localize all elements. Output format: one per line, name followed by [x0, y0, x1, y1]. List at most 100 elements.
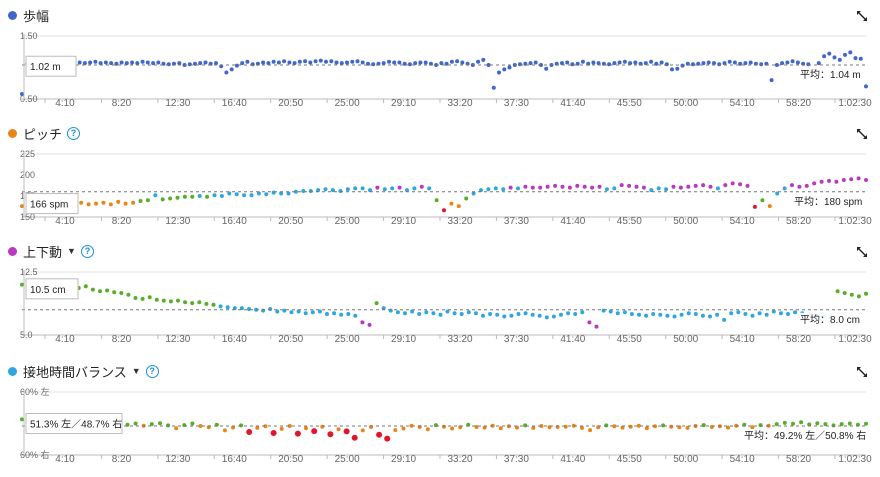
hover-value-label: 10.5 cm	[30, 285, 66, 296]
data-point	[410, 309, 415, 314]
vertical-oscillation-title-row: 上下動 ▼ ?	[8, 242, 94, 260]
data-point	[812, 181, 817, 186]
data-point	[355, 59, 360, 64]
data-point	[785, 60, 790, 65]
data-point	[176, 298, 180, 303]
expand-icon[interactable]	[856, 246, 868, 258]
data-point	[508, 185, 513, 190]
data-point	[98, 61, 103, 66]
expand-icon[interactable]	[856, 128, 868, 140]
data-point	[345, 60, 349, 65]
data-point	[116, 199, 121, 204]
data-point	[286, 191, 291, 196]
cadence-chart[interactable]: 2252001751504:108:2012:3016:4020:5025:00…	[0, 124, 880, 224]
data-point	[588, 428, 593, 433]
data-point	[533, 60, 538, 65]
hover-value-box[interactable]	[25, 55, 77, 77]
metric-dropdown-caret-icon[interactable]: ▼	[131, 366, 141, 376]
data-point	[382, 187, 387, 192]
data-point	[659, 60, 664, 65]
data-point	[275, 309, 280, 314]
cadence-panel: ピッチ ? 2252001751504:108:2012:3016:4020:5…	[0, 124, 880, 224]
expand-icon[interactable]	[856, 10, 868, 22]
data-point	[138, 199, 143, 203]
data-point	[834, 179, 839, 184]
data-point	[493, 186, 498, 191]
x-tick-label: 41:40	[560, 454, 585, 462]
data-point	[628, 424, 633, 429]
cadence-title-row: ピッチ ?	[8, 124, 81, 142]
x-tick-label: 37:30	[504, 216, 529, 224]
data-point	[168, 196, 173, 201]
data-point	[807, 422, 812, 427]
data-point	[530, 185, 535, 190]
cadence-help-icon[interactable]: ?	[67, 126, 81, 140]
data-point	[455, 59, 460, 64]
data-point	[147, 295, 152, 300]
average-label: 平均：1.04 m	[800, 69, 861, 81]
data-point	[20, 92, 24, 96]
data-point	[187, 62, 192, 67]
hover-value-box[interactable]	[25, 413, 123, 434]
data-point	[551, 314, 556, 319]
expand-icon[interactable]	[856, 366, 868, 378]
data-point	[318, 58, 323, 63]
data-point	[633, 60, 638, 65]
data-point	[271, 59, 276, 64]
data-point	[601, 308, 606, 313]
data-point	[371, 62, 376, 67]
gct-balance-chart[interactable]: 60% 左 60% 右 4:10 8:20 12:30 16:40 20:50 25:00 29…	[0, 362, 880, 462]
data-point	[153, 193, 158, 198]
data-point	[409, 423, 414, 428]
metric-dropdown-caret-icon[interactable]: ▼	[67, 246, 76, 256]
data-point	[227, 191, 232, 196]
data-point	[261, 308, 266, 313]
data-point	[782, 420, 787, 425]
data-point	[387, 59, 391, 64]
data-point	[580, 310, 585, 315]
data-point	[249, 193, 254, 198]
data-point	[685, 425, 690, 430]
data-point	[474, 425, 479, 429]
data-point	[693, 183, 698, 188]
data-point	[296, 309, 301, 314]
data-point	[502, 314, 507, 319]
data-point	[760, 198, 765, 203]
data-point	[438, 312, 443, 317]
hover-value-box[interactable]	[25, 193, 79, 215]
x-tick-label: 20:50	[278, 334, 303, 342]
x-tick-label: 8:20	[112, 334, 132, 342]
data-point	[294, 430, 301, 437]
hover-value-box[interactable]	[25, 278, 79, 300]
data-point	[509, 313, 514, 318]
vertical-oscillation-chart[interactable]: 12.5 5.0 4:10 8:20 12:30 16:40 20:50 25:00 29:10…	[0, 242, 880, 342]
data-point	[715, 186, 720, 191]
data-point	[151, 61, 156, 66]
data-point	[338, 189, 343, 193]
x-tick-label: 25:00	[335, 334, 360, 342]
data-point	[627, 183, 632, 188]
data-point	[175, 195, 180, 200]
data-point	[473, 311, 478, 316]
data-point	[567, 185, 572, 190]
data-point	[730, 181, 735, 186]
data-point	[86, 202, 91, 207]
data-point	[842, 291, 847, 295]
data-point	[823, 422, 828, 427]
stride-length-chart[interactable]: 1.50 0.50 4:10 8:20 12:30 16:40 20:50 25:00 29:1…	[0, 6, 880, 106]
data-point	[384, 435, 391, 442]
y-tick-label: 225	[20, 149, 35, 159]
x-tick-label: 8:20	[112, 98, 132, 106]
x-tick-label: 12:30	[165, 454, 190, 462]
vertical-oscillation-help-icon[interactable]: ?	[80, 244, 94, 258]
data-point	[481, 313, 485, 318]
data-point	[367, 322, 372, 327]
x-tick-label: 25:00	[335, 216, 360, 224]
data-point	[597, 184, 602, 189]
data-point	[402, 61, 407, 66]
data-point	[831, 423, 836, 428]
y-tick-label: 1.50	[20, 31, 38, 41]
data-point	[183, 300, 188, 305]
data-point	[570, 62, 575, 67]
gct-balance-help-icon[interactable]: ?	[145, 364, 159, 378]
